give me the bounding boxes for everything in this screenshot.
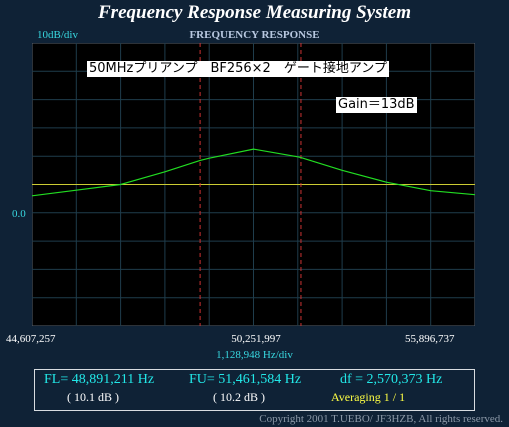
copyright-notice: Copyright 2001 T.UEBO/ JF3HZB, All right… bbox=[259, 413, 503, 425]
x-center-frequency: 50,251,997 bbox=[231, 333, 281, 345]
plot-svg bbox=[32, 43, 475, 326]
frequency-response-plot[interactable] bbox=[32, 43, 475, 326]
x-start-frequency: 44,607,257 bbox=[6, 333, 56, 345]
gain-annotation: Gain＝13dB bbox=[336, 97, 417, 113]
bandwidth-value: df = 2,570,373 Hz bbox=[340, 372, 443, 387]
y-axis-zero-label: 0.0 bbox=[12, 208, 26, 220]
averaging-status: Averaging 1 / 1 bbox=[331, 390, 406, 404]
amplifier-annotation: 50MHzプリアンプ BF256×2 ゲート接地アンプ bbox=[87, 61, 389, 77]
panel-title: FREQUENCY RESPONSE bbox=[189, 29, 320, 41]
lower-frequency-value: FL= 48,891,211 Hz bbox=[44, 372, 155, 387]
response-trace bbox=[32, 148, 475, 197]
app-title: Frequency Response Measuring System bbox=[98, 2, 411, 23]
upper-frequency-value: FU= 51,461,584 Hz bbox=[189, 372, 302, 387]
measurement-results-panel: FL= 48,891,211 Hz FU= 51,461,584 Hz df =… bbox=[34, 369, 475, 411]
lower-frequency-level: ( 10.1 dB ) bbox=[67, 390, 119, 404]
x-end-frequency: 55,896,737 bbox=[405, 333, 455, 345]
scale-label: 10dB/div bbox=[37, 29, 78, 41]
x-division-label: 1,128,948 Hz/div bbox=[216, 349, 293, 361]
upper-frequency-level: ( 10.2 dB ) bbox=[213, 390, 265, 404]
